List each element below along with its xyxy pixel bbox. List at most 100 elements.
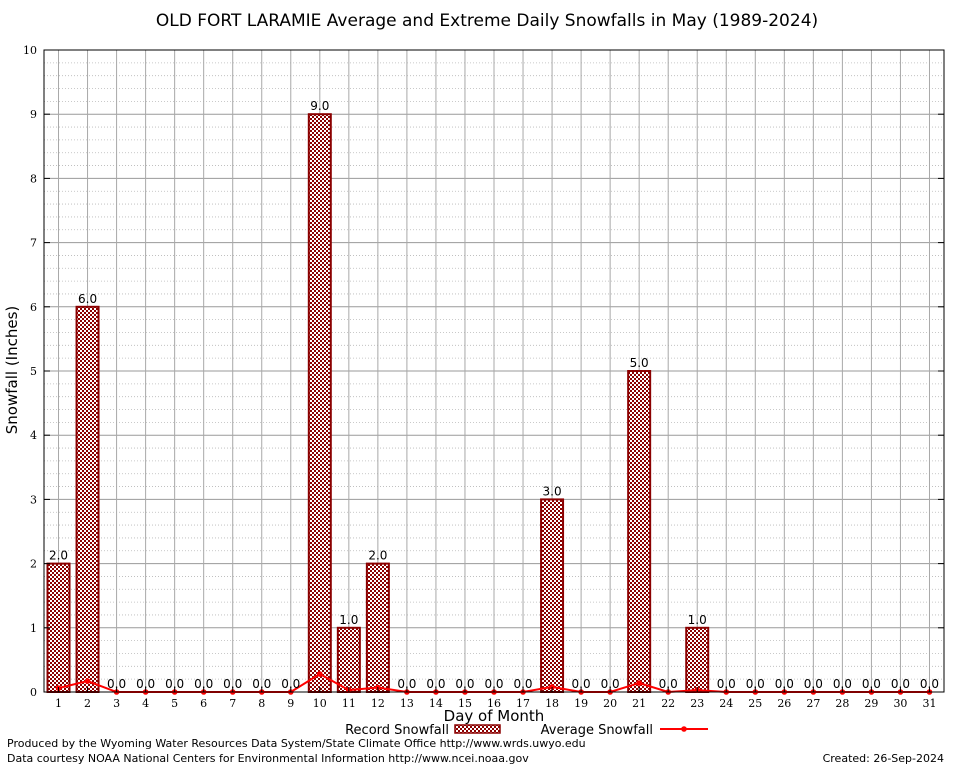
y-tick-label: 5 xyxy=(30,365,37,378)
bar-value-label: 0.0 xyxy=(194,677,213,691)
created-date: Created: 26-Sep-2024 xyxy=(822,752,944,765)
y-tick-label: 8 xyxy=(30,172,37,185)
bar-value-label: 9.0 xyxy=(310,99,329,113)
x-tick-label: 20 xyxy=(603,697,617,710)
x-tick-label: 24 xyxy=(719,697,733,710)
y-tick-label: 10 xyxy=(23,44,37,57)
x-tick-label: 11 xyxy=(342,697,356,710)
record-bar xyxy=(627,370,652,693)
y-tick-label: 1 xyxy=(30,622,37,635)
record-bar xyxy=(75,305,100,693)
legend: Record Snowfall Average Snowfall xyxy=(345,723,708,738)
record-bar xyxy=(307,113,332,693)
record-bar xyxy=(540,498,565,693)
x-tick-label: 21 xyxy=(632,697,646,710)
x-tick-label: 14 xyxy=(429,697,443,710)
bar-value-label: 2.0 xyxy=(368,549,387,563)
bar-value-label: 0.0 xyxy=(746,677,765,691)
bar-value-label: 0.0 xyxy=(891,677,910,691)
chart-title: OLD FORT LARAMIE Average and Extreme Dai… xyxy=(156,11,818,31)
x-tick-label: 1 xyxy=(55,697,62,710)
record-bar xyxy=(336,626,361,693)
y-tick-label: 9 xyxy=(30,108,37,121)
bar-value-label: 0.0 xyxy=(775,677,794,691)
y-tick-label: 6 xyxy=(30,301,37,314)
x-tick-label: 2 xyxy=(84,697,91,710)
record-bars xyxy=(46,113,710,693)
legend-swatch-record xyxy=(454,724,501,734)
average-point xyxy=(549,684,555,690)
bar-value-labels: 2.0 6.0 0.0 0.0 0.0 0.0 0.0 0.0 0.0 9.0 1.0 2.0 0.0 0… xyxy=(49,99,939,691)
bar-value-label: 0.0 xyxy=(601,677,620,691)
x-tick-label: 30 xyxy=(893,697,907,710)
credit-line-2: Data courtesy NOAA National Centers for … xyxy=(7,752,529,765)
x-tick-label: 18 xyxy=(545,697,559,710)
bar-value-label: 0.0 xyxy=(426,677,445,691)
x-tick-label: 31 xyxy=(922,697,936,710)
bar-value-label: 0.0 xyxy=(513,677,532,691)
bar-value-label: 0.0 xyxy=(920,677,939,691)
record-bar xyxy=(365,562,390,693)
bar-value-label: 0.0 xyxy=(717,677,736,691)
x-tick-label: 25 xyxy=(748,697,762,710)
y-tick-label: 2 xyxy=(30,558,37,571)
x-tick-label: 7 xyxy=(229,697,236,710)
x-tick-label: 27 xyxy=(806,697,820,710)
bar-value-label: 6.0 xyxy=(78,292,97,306)
record-bar xyxy=(685,626,710,693)
x-tick-label: 22 xyxy=(661,697,675,710)
bar-value-label: 3.0 xyxy=(543,484,562,498)
bar-value-label: 0.0 xyxy=(833,677,852,691)
bar-value-label: 0.0 xyxy=(165,677,184,691)
x-tick-label: 23 xyxy=(690,697,704,710)
bar-value-label: 0.0 xyxy=(484,677,503,691)
x-tick-label: 5 xyxy=(171,697,178,710)
bar-value-label: 0.0 xyxy=(659,677,678,691)
bar-value-label: 0.0 xyxy=(397,677,416,691)
bar-value-label: 0.0 xyxy=(252,677,271,691)
grid-lines xyxy=(44,49,944,693)
bar-value-label: 0.0 xyxy=(223,677,242,691)
x-tick-label: 10 xyxy=(313,697,327,710)
y-tick-label: 7 xyxy=(30,237,37,250)
average-point xyxy=(84,678,91,684)
bar-value-label: 0.0 xyxy=(572,677,591,691)
x-tick-label: 13 xyxy=(400,697,414,710)
x-tick-label: 28 xyxy=(835,697,849,710)
bar-value-label: 0.0 xyxy=(862,677,881,691)
x-tick-label: 4 xyxy=(142,697,149,710)
x-tick-label: 6 xyxy=(200,697,207,710)
x-tick-label: 17 xyxy=(516,697,530,710)
average-point xyxy=(636,680,642,686)
y-tick-label: 4 xyxy=(30,429,37,442)
bar-value-label: 1.0 xyxy=(339,613,358,627)
x-tick-label: 12 xyxy=(371,697,385,710)
x-axis-title: Day of Month xyxy=(444,707,545,725)
legend-label-record: Record Snowfall xyxy=(345,723,449,738)
legend-marker-average xyxy=(681,726,687,732)
bar-value-label: 5.0 xyxy=(630,356,649,370)
legend-label-average: Average Snowfall xyxy=(541,723,653,738)
x-tick-label: 16 xyxy=(487,697,501,710)
average-point xyxy=(317,671,323,677)
x-tick-label: 3 xyxy=(113,697,120,710)
bar-value-label: 0.0 xyxy=(136,677,155,691)
bar-value-label: 0.0 xyxy=(455,677,474,691)
x-tick-label: 26 xyxy=(777,697,791,710)
x-tick-label: 9 xyxy=(287,697,294,710)
y-tick-label: 3 xyxy=(30,493,37,506)
record-bar xyxy=(46,562,71,693)
x-tick-label: 8 xyxy=(258,697,265,710)
y-tick-label: 0 xyxy=(30,686,37,699)
bar-value-label: 0.0 xyxy=(804,677,823,691)
x-tick-label: 29 xyxy=(864,697,878,710)
y-axis-title: Snowfall (Inches) xyxy=(3,306,21,434)
x-tick-label: 19 xyxy=(574,697,588,710)
bar-value-label: 1.0 xyxy=(688,613,707,627)
bar-value-label: 0.0 xyxy=(281,677,300,691)
bar-value-label: 2.0 xyxy=(49,549,68,563)
bar-value-label: 0.0 xyxy=(107,677,126,691)
credit-line-1: Produced by the Wyoming Water Resources … xyxy=(7,737,586,750)
